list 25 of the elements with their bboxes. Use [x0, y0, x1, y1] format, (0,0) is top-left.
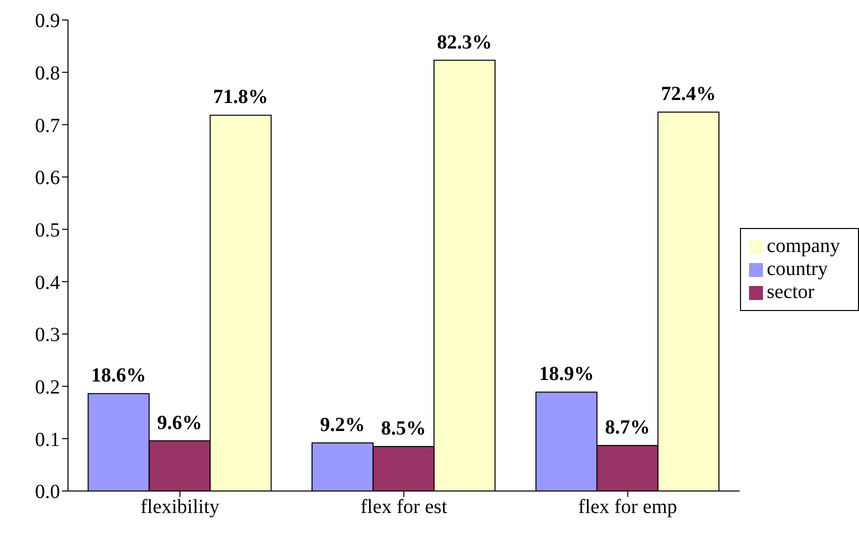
y-tick-label: 0.9	[35, 10, 60, 32]
data-label: 9.6%	[157, 412, 202, 434]
y-tick-label: 0.1	[35, 428, 60, 451]
x-tick-label: flex for emp	[578, 496, 678, 518]
legend-label: sector	[766, 281, 814, 303]
y-tick-label: 0.3	[35, 324, 60, 346]
legend-label: country	[766, 258, 828, 280]
x-tick-label: flexibility	[140, 496, 220, 518]
data-label: 82.3%	[437, 31, 492, 54]
legend-label: company	[766, 235, 840, 257]
y-tick-label: 0.0	[35, 481, 60, 504]
data-label: 18.9%	[538, 363, 594, 386]
data-label: 8.5%	[381, 418, 426, 440]
x-tick-label: flex for est	[360, 496, 448, 518]
y-tick-label: 0.2	[35, 376, 60, 398]
y-tick-label: 0.4	[35, 272, 60, 294]
y-tick-label: 0.6	[35, 167, 60, 190]
data-label: 72.4%	[660, 83, 716, 106]
data-label: 71.8%	[213, 86, 268, 108]
data-label: 18.6%	[91, 364, 146, 387]
y-tick-label: 0.5	[35, 219, 60, 242]
data-label: 8.7%	[604, 416, 650, 438]
data-label: 9.2%	[320, 414, 366, 436]
y-tick-label: 0.8	[35, 62, 60, 84]
y-tick-label: 0.7	[35, 114, 60, 137]
